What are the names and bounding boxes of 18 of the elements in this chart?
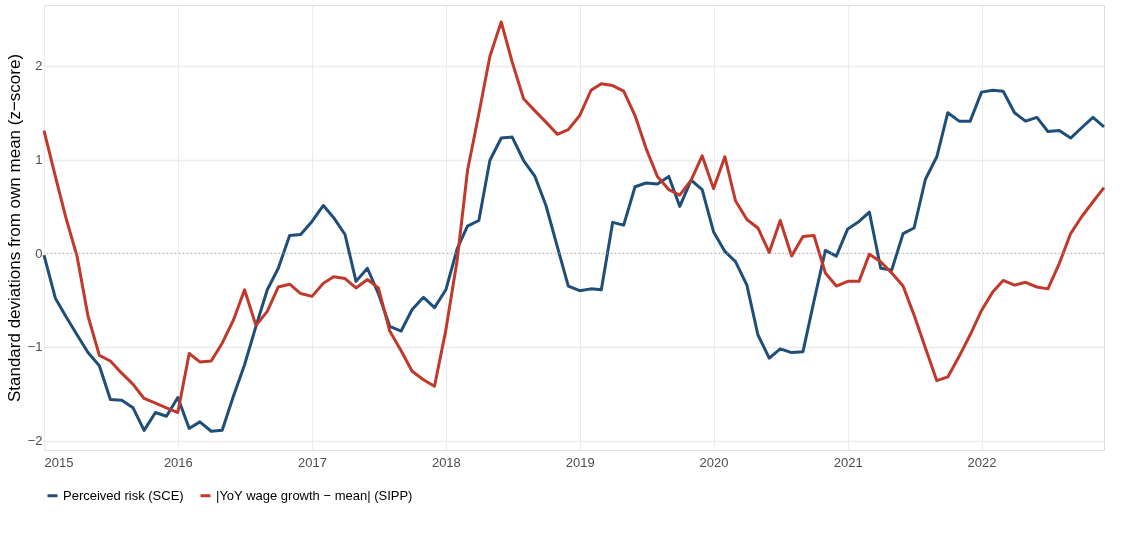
x-tick-label: 2020	[699, 454, 729, 470]
legend-label: Perceived risk (SCE)	[63, 487, 184, 503]
x-tick-label: 2016	[163, 454, 193, 470]
y-tick-label: −2	[27, 433, 43, 449]
y-tick-label: 0	[35, 245, 43, 261]
x-tick-label: 2017	[298, 454, 327, 470]
x-tick-label: 2018	[431, 454, 461, 470]
legend-label: |YoY wage growth − mean| (SIPP)	[216, 487, 413, 503]
y-tick-label: 2	[35, 58, 43, 74]
x-tick-label: 2019	[565, 454, 595, 470]
y-tick-label: −1	[27, 339, 43, 355]
line-series	[42, 20, 1106, 415]
y-tick-label: 1	[35, 152, 43, 168]
x-tick-label: 2015	[44, 454, 74, 470]
x-tick-label: 2021	[833, 454, 863, 470]
y-axis-title: Standard deviations from own mean (z−score)	[4, 53, 24, 403]
x-tick-label: 2022	[967, 454, 997, 470]
line-series	[42, 88, 1106, 433]
